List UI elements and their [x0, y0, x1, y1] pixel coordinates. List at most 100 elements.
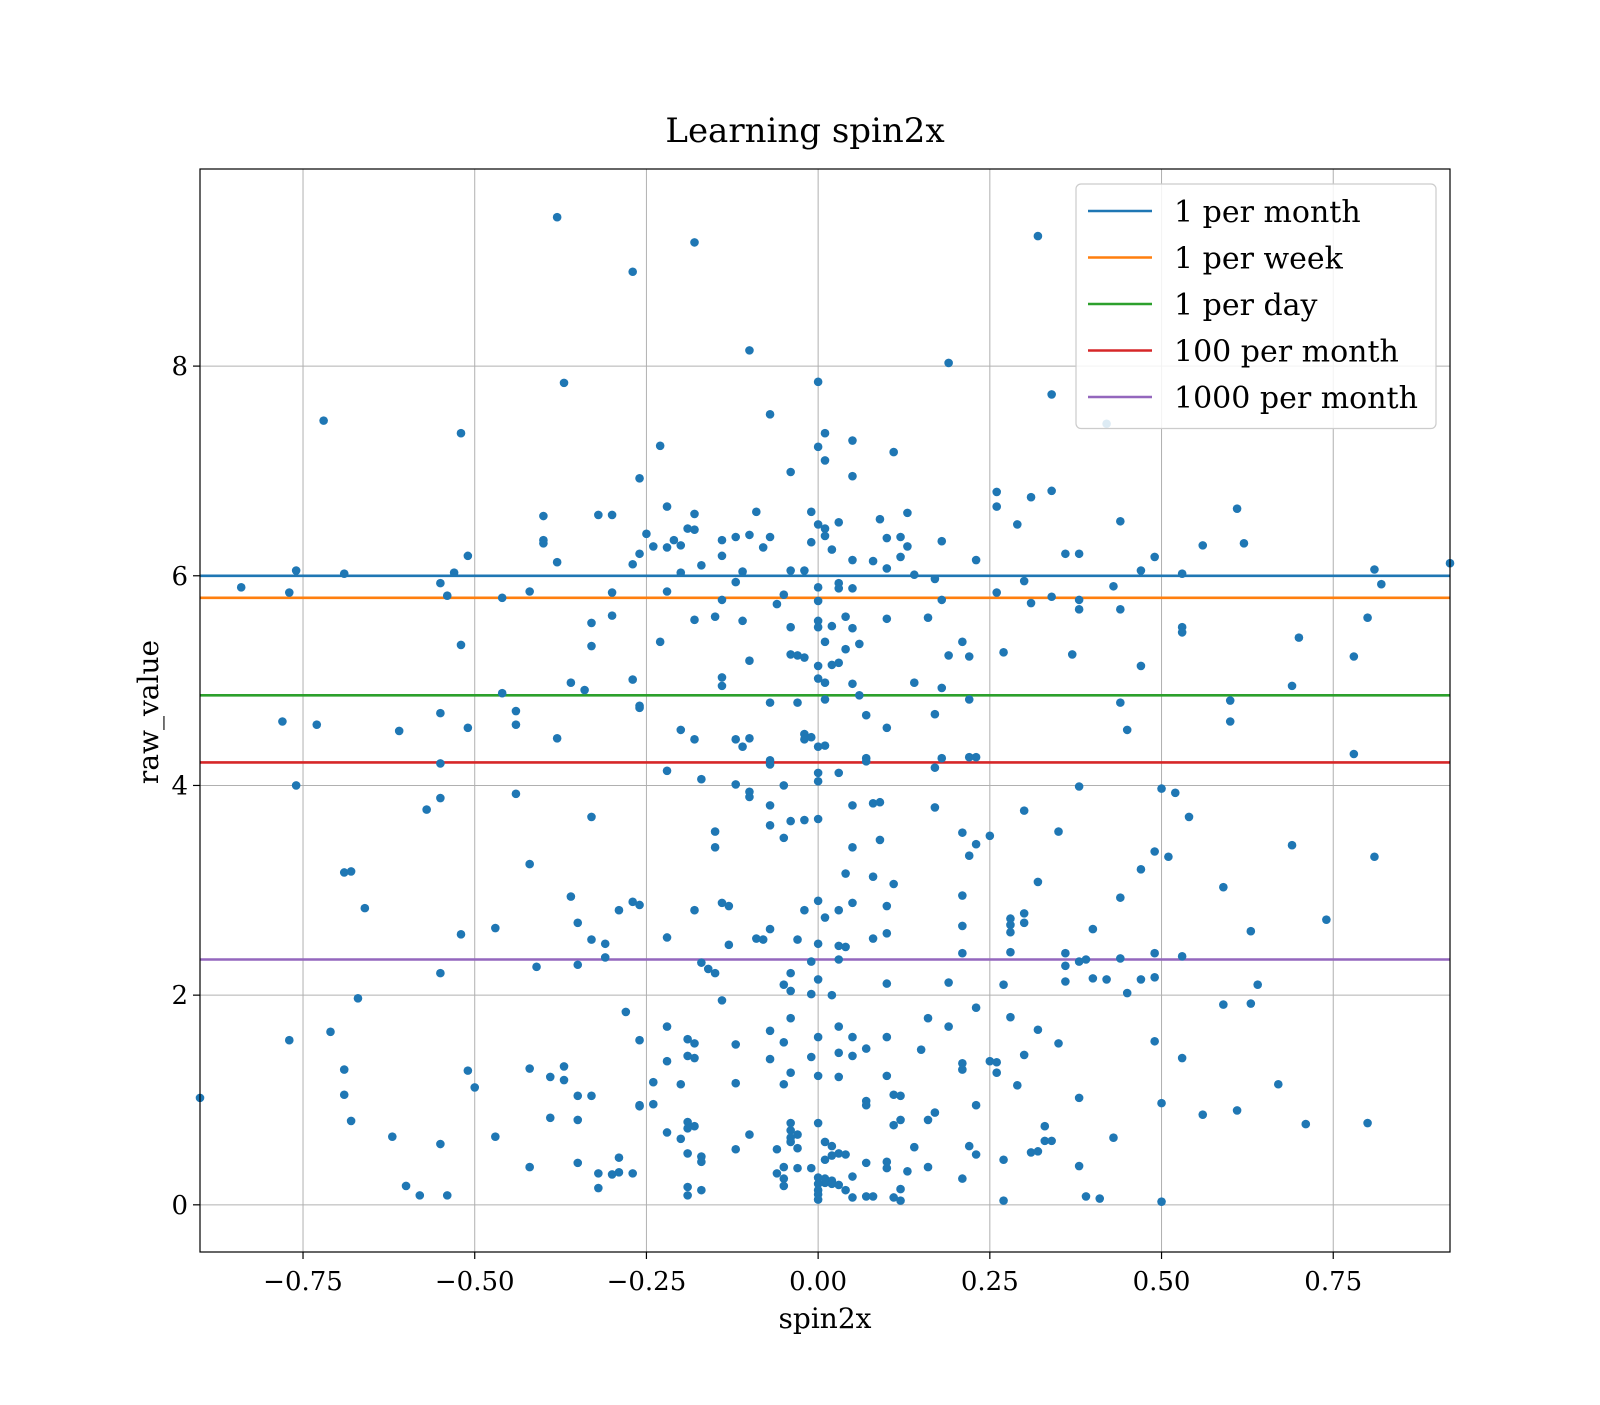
- legend-label: 1000 per month: [1174, 381, 1418, 416]
- scatter-point: [1116, 698, 1125, 707]
- scatter-point: [896, 1196, 905, 1205]
- scatter-point: [1219, 1000, 1228, 1009]
- scatter-point: [916, 1045, 926, 1054]
- scatter-point: [813, 742, 823, 751]
- scatter-point: [710, 827, 720, 836]
- scatter-point: [600, 939, 610, 949]
- plot-frame: [199, 168, 1451, 1253]
- scatter-point: [834, 584, 844, 593]
- scatter-point: [944, 358, 953, 368]
- scatter-point: [841, 612, 850, 621]
- scatter-point: [697, 958, 706, 967]
- scatter-point: [813, 1179, 823, 1189]
- scatter-point: [697, 1185, 706, 1195]
- scatter-point: [813, 1118, 823, 1128]
- scatter-point: [820, 913, 830, 922]
- scatter-point: [1177, 628, 1187, 637]
- scatter-point: [855, 690, 864, 700]
- scatter-point: [353, 993, 363, 1003]
- scatter-point: [1116, 605, 1125, 614]
- scatter-point: [1136, 865, 1146, 874]
- scatter-point: [861, 710, 871, 720]
- scatter-point: [703, 964, 713, 974]
- scatter-point: [930, 1108, 940, 1117]
- scatter-point: [958, 1174, 967, 1183]
- scatter-point: [834, 941, 844, 951]
- scatter-point: [841, 1185, 850, 1195]
- scatter-point: [889, 879, 898, 889]
- scatter-point: [765, 698, 775, 707]
- scatter-point: [388, 1132, 397, 1141]
- scatter-point: [724, 901, 734, 911]
- y-axis-label: raw_value: [132, 640, 165, 784]
- scatter-point: [1006, 920, 1015, 930]
- scatter-point: [882, 564, 892, 573]
- scatter-point: [779, 1174, 789, 1183]
- scatter-point: [1061, 948, 1070, 958]
- scatter-point: [731, 1144, 741, 1154]
- scatter-point: [587, 618, 596, 628]
- scatter-point: [552, 557, 562, 567]
- scatter-point: [1150, 1036, 1159, 1046]
- scatter-point: [903, 1166, 912, 1176]
- scatter-point: [676, 1134, 686, 1144]
- scatter-point: [999, 1196, 1008, 1205]
- x-tick-label: 0.00: [789, 1267, 847, 1297]
- scatter-point: [841, 644, 850, 654]
- scatter-point: [1033, 1147, 1043, 1156]
- scatter-point: [882, 928, 892, 938]
- scatter-point: [834, 768, 844, 778]
- x-tick-label: 0.75: [1304, 1267, 1362, 1297]
- scatter-point: [559, 1075, 569, 1085]
- scatter-point: [683, 1191, 692, 1200]
- scatter-point: [985, 831, 995, 841]
- scatter-point: [1184, 812, 1194, 822]
- scatter-point: [1177, 952, 1187, 961]
- scatter-point: [566, 678, 576, 688]
- scatter-point: [525, 859, 534, 869]
- scatter-point: [690, 1053, 699, 1063]
- scatter-point: [820, 428, 830, 438]
- scatter-point: [573, 1158, 583, 1168]
- scatter-point: [793, 651, 802, 660]
- scatter-point: [813, 661, 823, 671]
- scatter-point: [758, 935, 768, 944]
- scatter-point: [992, 588, 1002, 597]
- scatter-point: [779, 1079, 789, 1089]
- scatter-point: [758, 543, 768, 552]
- scatter-point: [1074, 1093, 1084, 1103]
- scatter-point: [882, 723, 892, 733]
- scatter-point: [710, 843, 720, 852]
- scatter-point: [752, 934, 761, 943]
- scatter-point: [662, 933, 672, 942]
- scatter-point: [765, 532, 775, 542]
- scatter-point: [1116, 516, 1125, 526]
- scatter-point: [848, 436, 857, 445]
- scatter-point: [614, 1153, 624, 1162]
- scatter-point: [889, 1193, 898, 1202]
- scatter-point: [820, 456, 830, 465]
- scatter-point: [676, 568, 686, 577]
- scatter-point: [964, 652, 974, 661]
- scatter-point: [690, 238, 699, 247]
- scatter-point: [401, 1181, 411, 1191]
- scatter-point: [463, 723, 473, 733]
- scatter-point: [1019, 909, 1029, 918]
- scatter-point: [1225, 717, 1235, 726]
- scatter-point: [573, 960, 583, 970]
- scatter-point: [834, 905, 844, 915]
- scatter-point: [1157, 784, 1166, 793]
- scatter-point: [1150, 973, 1159, 982]
- scatter-point: [827, 1179, 837, 1189]
- scatter-point: [1006, 1012, 1015, 1022]
- scatter-point: [745, 733, 754, 743]
- scatter-point: [511, 789, 521, 799]
- scatter-point: [841, 1150, 850, 1159]
- scatter-point: [690, 509, 699, 519]
- scatter-point: [786, 1126, 795, 1135]
- scatter-point: [861, 757, 871, 766]
- scatter-point: [1081, 1192, 1091, 1201]
- scatter-point: [456, 428, 466, 438]
- scatter-point: [1370, 565, 1379, 574]
- scatter-point: [717, 551, 727, 561]
